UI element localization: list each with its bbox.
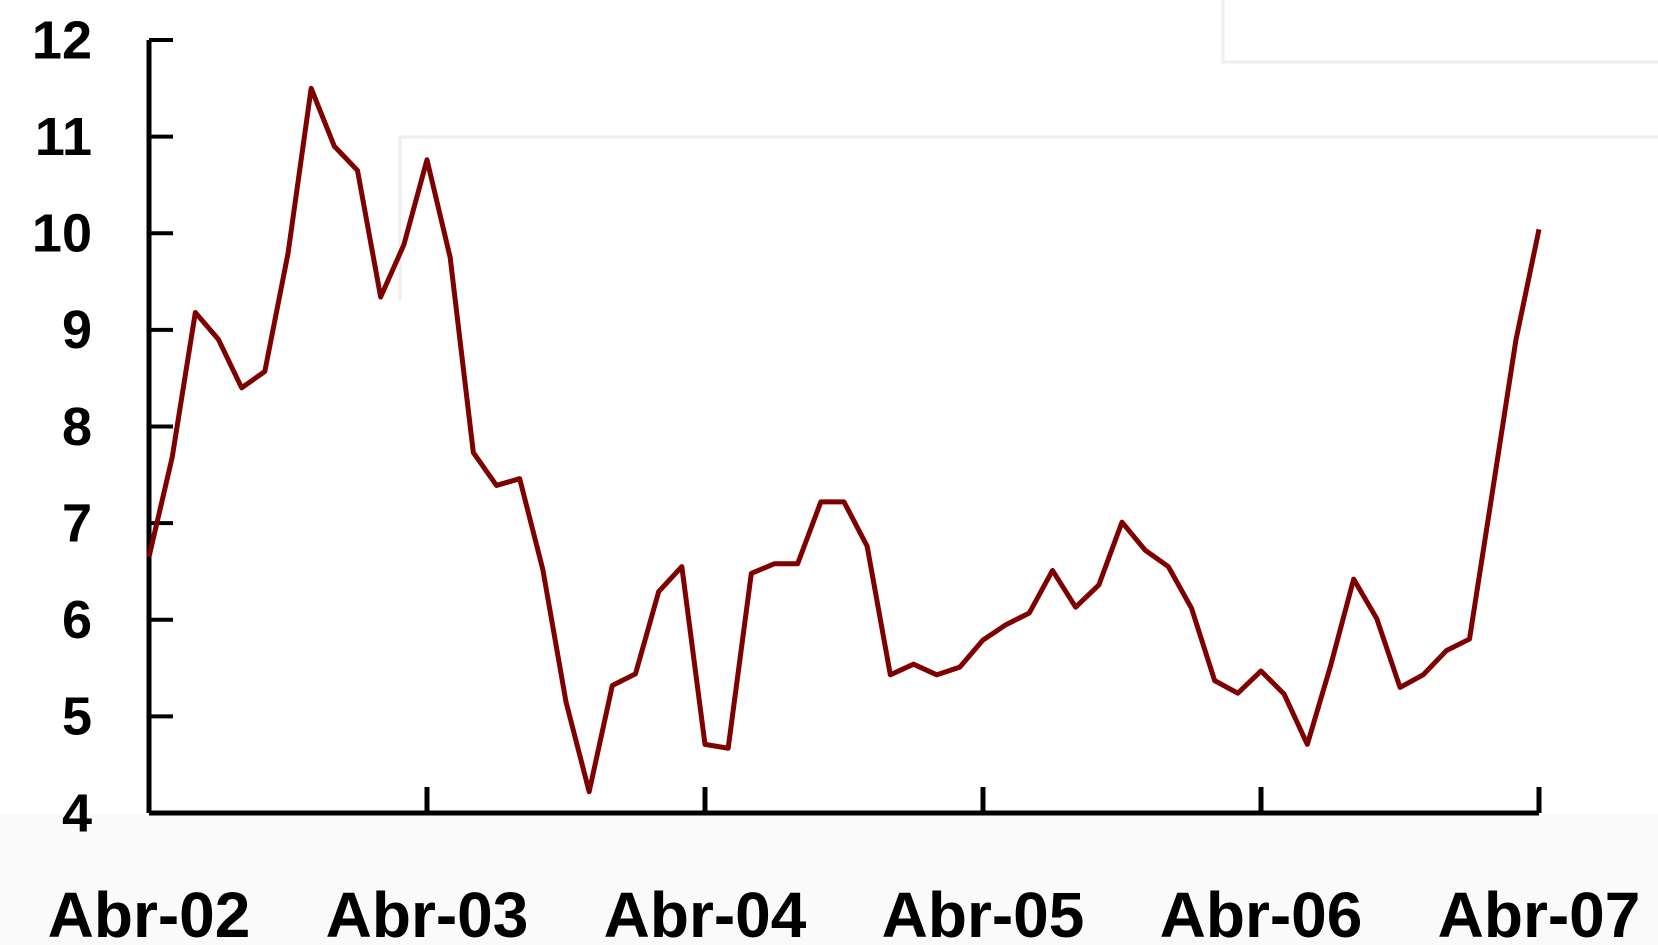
x-tick-label: Abr-03 [326,879,529,945]
y-tick-label: 7 [62,493,92,553]
y-tick-label: 12 [32,10,92,70]
panel-edge [398,135,1658,300]
y-tick-label: 10 [32,204,92,264]
data-line [146,85,1542,795]
panel-fill [0,815,1658,945]
x-tick-label: Abr-07 [1438,879,1641,945]
x-tick-label: Abr-06 [1160,879,1363,945]
y-tick-label: 4 [62,783,92,843]
y-tick-label: 5 [62,687,92,747]
x-tick-label: Abr-04 [604,879,807,945]
y-tick-label: 6 [62,590,92,650]
x-tick-label: Abr-05 [882,879,1085,945]
y-tick-label: 9 [62,300,92,360]
x-tick-label: Abr-02 [48,879,251,945]
panel-edge [1221,0,1658,64]
y-tick-label: 11 [35,107,92,167]
y-tick-label: 8 [62,397,92,457]
